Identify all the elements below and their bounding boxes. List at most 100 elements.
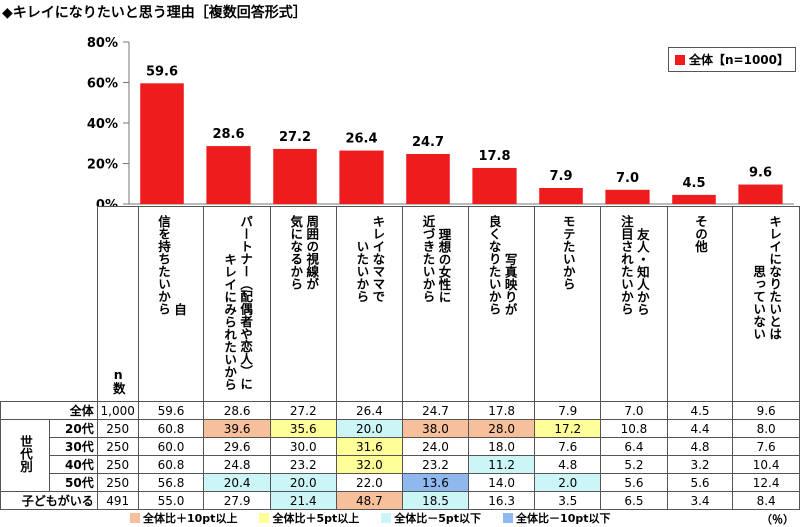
- table-cell: 13.6: [402, 473, 469, 492]
- group-label-text: 世代別: [18, 434, 33, 473]
- highlight-key: 全体比＋10pt以上 全体比＋5pt以上 全体比－5pt以下 全体比－10pt以…: [130, 510, 611, 526]
- key-minus5-label: 全体比－5pt以下: [394, 512, 482, 525]
- column-header-line: 近づきたいから: [420, 215, 436, 303]
- row-n: 250: [96, 455, 139, 474]
- table-cell: 24.8: [203, 455, 271, 474]
- table-cell: 55.0: [137, 491, 205, 510]
- row-label: 40代: [49, 455, 98, 474]
- row-label: 20代: [49, 419, 98, 438]
- column-header-line: 写真映りが: [502, 252, 518, 316]
- table-cell: 32.0: [335, 455, 404, 474]
- column-header: モテたいから: [534, 206, 602, 402]
- row-n: 250: [96, 473, 139, 492]
- bar: [406, 153, 450, 204]
- table-cell: 27.2: [269, 401, 337, 420]
- table-cell: 24.7: [402, 401, 469, 420]
- row-n: 491: [96, 491, 139, 510]
- table-cell: 18.0: [467, 437, 536, 456]
- y-tick-label: 80%: [87, 36, 118, 51]
- table-cell: 22.0: [335, 473, 404, 492]
- table-cell: 7.6: [534, 437, 602, 456]
- table-cell: 56.8: [137, 473, 205, 492]
- n-header: n数: [96, 206, 139, 402]
- column-header-line: 気になるから: [288, 215, 304, 290]
- table-cell: 3.4: [666, 491, 734, 510]
- table-cell: 60.8: [137, 455, 205, 474]
- column-header-line: モテたいから: [560, 215, 576, 290]
- unit-label: （％）: [761, 513, 794, 526]
- column-header: キレイにみられたいからパートナー（配偶者や恋人）に: [203, 206, 271, 402]
- bar: [140, 83, 184, 204]
- y-tick-label: 60%: [87, 77, 118, 92]
- key-plus5-swatch: [259, 513, 270, 523]
- table-cell: 5.6: [666, 473, 734, 492]
- column-header: 近づきたいから理想の女性に: [402, 206, 469, 402]
- column-header-line: 注目されたいから: [618, 215, 634, 315]
- bar: [273, 148, 317, 204]
- column-header: 注目されたいから友人・知人から: [600, 206, 668, 402]
- table-cell: 10.4: [732, 455, 800, 474]
- table-cell: 4.8: [666, 437, 734, 456]
- row-label: 30代: [49, 437, 98, 456]
- group-label: 世代別: [0, 419, 50, 492]
- table-cell: 38.0: [402, 419, 469, 438]
- table-cell: 24.0: [402, 437, 469, 456]
- table-cell: 27.9: [203, 491, 271, 510]
- table-cell: 8.4: [732, 491, 800, 510]
- key-minus5: 全体比－5pt以下: [381, 510, 481, 526]
- table-cell: 21.4: [269, 491, 337, 510]
- bar-value-label: 59.6: [146, 64, 178, 79]
- bar: [672, 194, 716, 204]
- column-header-line: キレイにみられたいから: [222, 252, 238, 391]
- y-tick-label: 20%: [87, 158, 118, 173]
- table-cell: 12.4: [732, 473, 800, 492]
- column-header-line: パートナー（配偶者や恋人）に: [238, 215, 254, 390]
- column-header-line: 思っていない: [751, 265, 767, 340]
- table-cell: 3.5: [534, 491, 602, 510]
- table-cell: 5.6: [600, 473, 668, 492]
- table-cell: 18.5: [402, 491, 469, 510]
- table-cell: 11.2: [467, 455, 536, 474]
- row-n: 1,000: [96, 401, 139, 420]
- column-header-line: 良くなりたいから: [486, 215, 502, 315]
- table-cell: 10.8: [600, 419, 668, 438]
- table-cell: 60.0: [137, 437, 205, 456]
- table-cell: 9.6: [732, 401, 800, 420]
- key-plus10-swatch: [130, 513, 140, 523]
- table-cell: 59.6: [137, 401, 205, 420]
- bar-value-label: 26.4: [345, 132, 377, 147]
- table-cell: 4.5: [666, 401, 734, 420]
- bar-chart: 0% 20% 40% 60% 80% 59.6 28.6 27.2 26.4 24.7 17.8 7.…: [87, 36, 794, 206]
- bar: [472, 167, 517, 204]
- bar-value-label: 7.0: [616, 171, 639, 186]
- chart-title: ◆キレイになりたいと思う理由［複数回答形式］: [2, 5, 307, 21]
- table-cell: 35.6: [269, 419, 337, 438]
- bar-value-label: 27.2: [279, 130, 311, 145]
- column-header-line: 周囲の視線が: [304, 215, 320, 290]
- table-cell: 20.0: [335, 419, 404, 438]
- bar-value-label: 24.7: [412, 135, 444, 150]
- column-header: その他: [666, 206, 734, 402]
- bar-value-label: 28.6: [212, 127, 244, 142]
- table-cell: 23.2: [269, 455, 337, 474]
- bar: [539, 188, 583, 204]
- table-cell: 4.4: [666, 419, 734, 438]
- row-n: 250: [96, 437, 139, 456]
- bar-value-label: 7.9: [549, 169, 572, 184]
- key-minus10: 全体比－10pt以下: [503, 510, 611, 526]
- row-label: 子どもがいる: [0, 491, 98, 510]
- table-cell: 5.2: [600, 455, 668, 474]
- table-cell: 16.3: [467, 491, 536, 510]
- bar: [605, 189, 650, 204]
- table-cell: 7.0: [600, 401, 668, 420]
- table-cell: 14.0: [467, 473, 536, 492]
- table-cell: 3.2: [666, 455, 734, 474]
- y-tick-label: 0%: [96, 198, 118, 206]
- table-cell: 28.0: [467, 419, 536, 438]
- n-header-label: n数: [110, 366, 126, 395]
- column-header-line: その他: [693, 215, 709, 253]
- bar: [206, 146, 251, 204]
- column-header: 信を持ちたいから自: [137, 206, 205, 402]
- table-cell: 39.6: [203, 419, 271, 438]
- column-header-line: いたいから: [354, 240, 370, 303]
